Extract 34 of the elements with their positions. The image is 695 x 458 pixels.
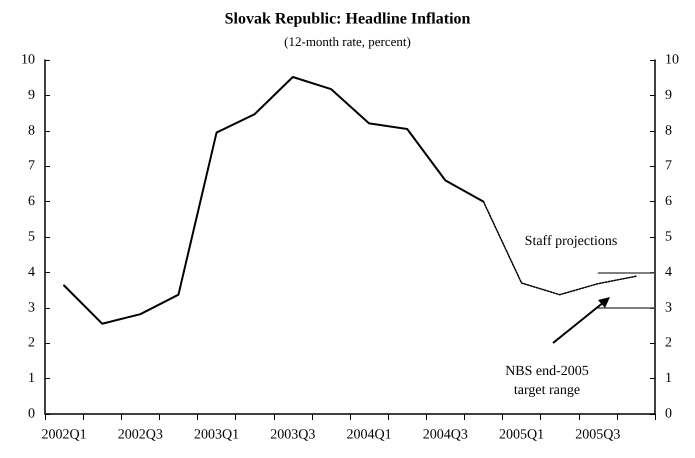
- y-tick-label: 7: [28, 158, 35, 174]
- annotation: NBS end-2005 target range: [505, 364, 589, 398]
- y2-tick-label: 3: [665, 300, 672, 316]
- y2-tick-label: 0: [665, 406, 672, 422]
- y2-tick-label: 6: [665, 194, 672, 210]
- y2-tick-label: 1: [665, 371, 672, 386]
- y2-tick-label: 2: [665, 336, 672, 351]
- y2-tick-label: 8: [665, 123, 672, 138]
- y-tick-label: 2: [28, 336, 35, 351]
- y-tick-label: 0: [28, 406, 35, 422]
- y-tick-label: 9: [28, 88, 35, 103]
- y2-tick-label: 7: [665, 158, 672, 174]
- y2-tick-label: 4: [665, 264, 672, 280]
- x-tick-label: 2004Q1: [346, 428, 392, 442]
- x-tick-label: 2005Q1: [499, 428, 544, 442]
- y2-tick-label: 9: [665, 88, 672, 103]
- x-tick-label: 2002Q3: [118, 428, 163, 442]
- x-tick-label: 2003Q1: [194, 428, 240, 442]
- y-tick-label: 10: [21, 52, 35, 68]
- x-tick-label: 2002Q1: [42, 428, 87, 442]
- y-tick-label: 5: [28, 230, 35, 244]
- y-tick-label: 1: [28, 371, 35, 386]
- y-tick-label: 3: [28, 300, 35, 316]
- y-tick-label: 6: [28, 194, 35, 210]
- x-tick-label: 2005Q3: [575, 428, 620, 442]
- y-tick-label: 4: [28, 264, 35, 280]
- x-tick-label: 2003Q3: [270, 428, 316, 442]
- y2-tick-label: 5: [665, 230, 672, 244]
- chart-subtitle: (12-month rate, percent): [284, 34, 411, 49]
- chart-title: Slovak Republic: Headline Inflation: [224, 10, 471, 28]
- y-tick-label: 8: [28, 123, 35, 138]
- annotation: Staff projections: [524, 234, 618, 249]
- y2-tick-label: 10: [665, 52, 679, 68]
- x-tick-label: 2004Q3: [422, 428, 468, 442]
